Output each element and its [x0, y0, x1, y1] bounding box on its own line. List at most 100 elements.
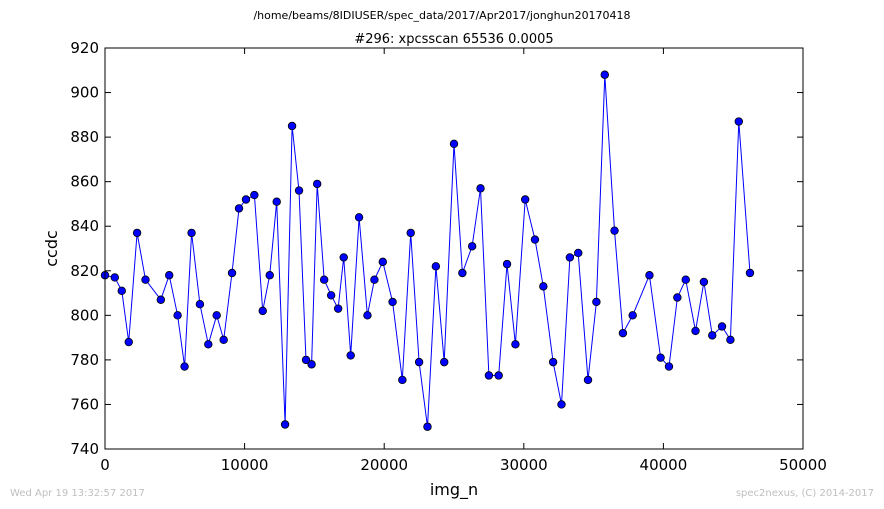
y-tick-label: 740 [70, 440, 99, 458]
data-point [548, 357, 558, 367]
data-point [440, 357, 449, 367]
data-point [363, 311, 372, 320]
data-point [726, 335, 735, 345]
data-point [132, 228, 142, 238]
data-point [287, 121, 297, 131]
data-point [165, 271, 174, 280]
x-tick-label: 50000 [779, 456, 827, 474]
credit-footer: spec2nexus, (C) 2014-2017 [735, 488, 874, 499]
data-point [414, 357, 424, 367]
x-tick-label: 40000 [640, 456, 688, 474]
data-point [539, 282, 548, 291]
data-point [583, 375, 593, 385]
chart-title: #296: xpcsscan 65536 0.0005 [354, 32, 553, 47]
data-point [212, 311, 221, 320]
y-tick-label: 800 [70, 306, 99, 324]
y-tick-label: 760 [70, 395, 99, 413]
data-point [557, 400, 566, 409]
data-point [219, 335, 228, 345]
data-point [187, 228, 196, 238]
y-axis-label: ccdc [42, 230, 61, 267]
data-point [708, 331, 717, 340]
data-point [370, 275, 379, 284]
data-point [378, 257, 388, 267]
data-point [734, 117, 743, 126]
data-point [530, 235, 540, 244]
data-point [717, 322, 727, 331]
data-point [574, 248, 583, 258]
data-point [173, 311, 182, 320]
y-tick-label: 780 [70, 351, 99, 369]
data-point [312, 179, 322, 189]
file-path-title: /home/beams/8IDIUSER/spec_data/2017/Apr2… [253, 9, 631, 22]
data-point [656, 353, 665, 362]
data-point [180, 362, 189, 371]
data-point [484, 371, 494, 380]
data-point [227, 268, 237, 278]
data-point [520, 195, 530, 204]
data-point [511, 340, 520, 349]
x-tick-label: 20000 [360, 456, 408, 474]
x-tick-label: 30000 [500, 456, 548, 474]
data-point [699, 277, 709, 287]
y-tick-label: 860 [70, 173, 99, 191]
data-point [204, 340, 213, 349]
data-point [502, 259, 512, 269]
data-point [307, 360, 316, 369]
data-point [423, 422, 432, 431]
data-point [280, 420, 290, 429]
data-point [664, 362, 674, 371]
data-point [431, 262, 441, 271]
data-point [458, 268, 467, 278]
data-point [681, 275, 690, 284]
data-point [234, 204, 244, 213]
data-point [195, 299, 205, 309]
data-point [117, 286, 126, 296]
y-tick-label: 920 [70, 39, 99, 57]
data-point [494, 371, 503, 380]
data-point [673, 293, 682, 302]
x-tick-label: 0 [100, 456, 110, 474]
data-point [124, 337, 133, 347]
timestamp-footer: Wed Apr 19 13:32:57 2017 [10, 488, 145, 499]
y-tick-label: 900 [70, 84, 99, 102]
y-tick-label: 820 [70, 262, 99, 280]
data-point [745, 268, 755, 278]
data-point [618, 328, 628, 338]
data-point [258, 306, 267, 316]
data-point [265, 271, 274, 280]
data-point [241, 195, 251, 204]
data-point [346, 351, 355, 360]
data-point [565, 253, 575, 262]
x-tick-label: 10000 [221, 456, 269, 474]
data-point [467, 242, 477, 251]
data-point [156, 295, 166, 304]
data-point [326, 291, 336, 300]
y-tick-label: 880 [70, 128, 99, 146]
data-point [333, 304, 343, 313]
y-tick-label: 840 [70, 217, 99, 235]
data-point [600, 70, 609, 79]
data-point [339, 253, 348, 262]
series-line [104, 74, 751, 427]
plot-frame [104, 47, 804, 450]
data-point [691, 326, 700, 336]
data-point [645, 271, 654, 280]
x-axis-label: img_n [430, 480, 478, 500]
data-point [110, 273, 119, 282]
data-point [250, 190, 259, 200]
data-point [610, 226, 619, 235]
data-point [141, 275, 150, 284]
data-point [476, 184, 485, 193]
data-point [592, 297, 601, 307]
data-point [301, 355, 311, 365]
data-point [294, 186, 304, 195]
data-point [628, 311, 637, 320]
data-point [406, 228, 415, 238]
data-point [354, 213, 364, 222]
data-point [449, 139, 459, 148]
data-point [319, 275, 329, 284]
data-point [388, 297, 397, 307]
data-point [272, 197, 281, 206]
